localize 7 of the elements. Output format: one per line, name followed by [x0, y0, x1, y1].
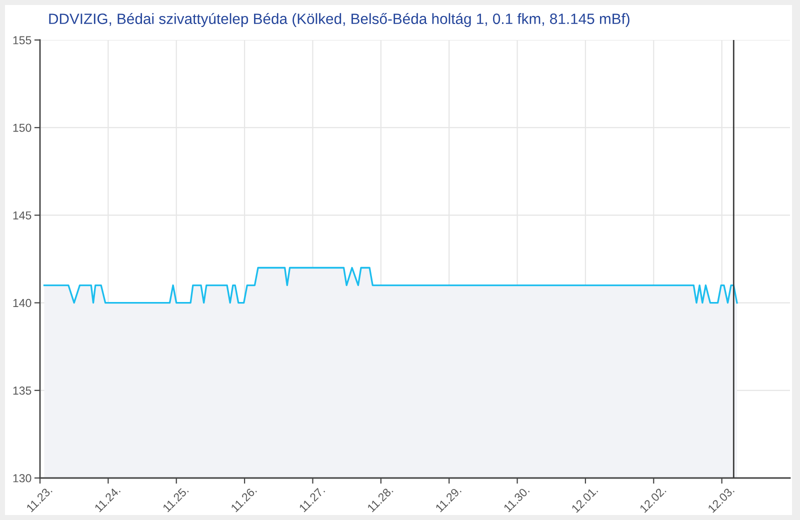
y-tick-label: 150: [13, 124, 32, 132]
y-tick-label: 140: [13, 298, 32, 308]
y-tick-label: 135: [13, 386, 32, 395]
chart-title: DDVIZIG, Bédai szivattyútelep Béda (Kölked, Belső-Béda holtág 1, 0.1 fkm, 81.145 mBf): [49, 12, 630, 28]
y-tick-label: 130: [13, 474, 32, 482]
y-tick-label: 145: [13, 211, 32, 220]
y-tick-label: 155: [13, 36, 32, 44]
